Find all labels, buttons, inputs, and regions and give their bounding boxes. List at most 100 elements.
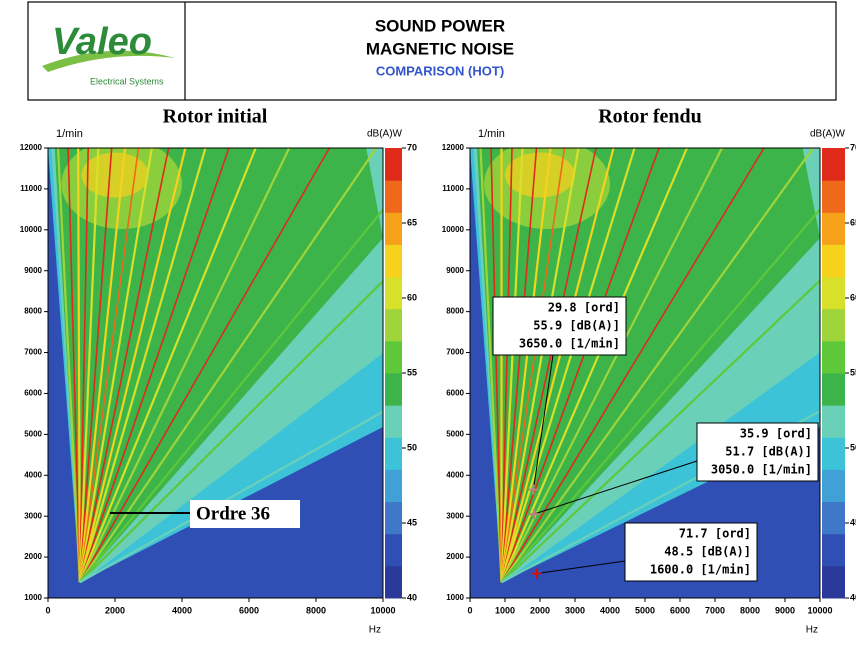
logo-subtitle: Electrical Systems — [90, 76, 164, 86]
colorbar-band — [822, 534, 845, 567]
cursor-order-label: 71.7 [ord] — [679, 527, 751, 541]
colorbar-label: dB(A)W — [810, 129, 846, 140]
y-tick-label: 2000 — [446, 552, 464, 561]
colorbar-tick-label: 55 — [407, 367, 417, 377]
colorbar-band — [385, 566, 402, 599]
colorbar-band — [822, 244, 845, 277]
y-tick-label: 7000 — [24, 348, 42, 357]
header-title: SOUND POWER — [375, 16, 505, 35]
y-tick-label: 1000 — [446, 593, 464, 602]
x-tick-label: 7000 — [705, 605, 725, 615]
x-tick-label: 0 — [467, 605, 472, 615]
x-tick-label: 8000 — [306, 605, 326, 615]
x-tick-label: 6000 — [670, 605, 690, 615]
x-axis-label: Hz — [806, 625, 818, 636]
colorbar-band — [822, 469, 845, 502]
colorbar-band — [822, 180, 845, 213]
y-tick-label: 12000 — [20, 143, 43, 152]
y-tick-label: 12000 — [442, 143, 465, 152]
colorbar-band — [822, 566, 845, 599]
colorbar-tick-label: 70 — [850, 142, 860, 152]
colorbar-band — [385, 244, 402, 277]
x-tick-label: 3000 — [565, 605, 585, 615]
colorbar-tick-label: 40 — [850, 592, 860, 602]
x-tick-label: 8000 — [740, 605, 760, 615]
hot-core — [505, 153, 575, 198]
y-tick-label: 9000 — [24, 266, 42, 275]
hot-core — [82, 153, 149, 198]
cursor-rpm-label: 1600.0 [1/min] — [650, 563, 751, 577]
colorbar-band — [822, 309, 845, 342]
y-tick-label: 6000 — [446, 389, 464, 398]
colorbar-band — [822, 212, 845, 245]
x-tick-label: 0 — [45, 605, 50, 615]
x-tick-label: 1000 — [495, 605, 515, 615]
colorbar-band — [822, 437, 845, 470]
colorbar-band — [822, 373, 845, 406]
colorbar-label: dB(A)W — [367, 129, 403, 140]
y-tick-label: 4000 — [24, 470, 42, 479]
cursor-level-label: 55.9 [dB(A)] — [533, 319, 620, 333]
y-tick-label: 11000 — [442, 184, 464, 193]
annotation: Ordre 36 — [196, 503, 270, 524]
y-tick-label: 1000 — [24, 593, 42, 602]
x-tick-label: 10000 — [807, 605, 832, 615]
y-tick-label: 5000 — [24, 429, 42, 438]
cursor-order-label: 35.9 [ord] — [740, 427, 812, 441]
colorbar-band — [385, 502, 402, 535]
x-tick-label: 5000 — [635, 605, 655, 615]
x-tick-label: 2000 — [530, 605, 550, 615]
colorbar-tick-label: 65 — [850, 217, 860, 227]
colorbar-tick-label: 45 — [850, 517, 860, 527]
chart-title: Rotor fendu — [598, 106, 702, 128]
colorbar-band — [385, 534, 402, 567]
colorbar-tick-label: 50 — [850, 442, 860, 452]
y-tick-label: 6000 — [24, 389, 42, 398]
y-tick-label: 9000 — [446, 266, 464, 275]
colorbar-band — [822, 502, 845, 535]
colorbar-band — [822, 148, 845, 181]
header: Valeo Electrical Systems SOUND POWER MAG… — [28, 2, 836, 100]
colorbar-band — [385, 341, 402, 374]
colorbar-band — [822, 341, 845, 374]
colorbar-tick-label: 65 — [407, 217, 417, 227]
y-tick-label: 11000 — [20, 184, 42, 193]
y-tick-label: 10000 — [20, 225, 43, 234]
cursor-order-label: 29.8 [ord] — [548, 301, 620, 315]
chart-title: Rotor initial — [163, 106, 268, 128]
cursor-rpm-label: 3050.0 [1/min] — [711, 463, 812, 477]
colorbar-band — [385, 309, 402, 342]
colorbar-band — [385, 277, 402, 310]
logo: Valeo — [52, 21, 152, 63]
y-tick-label: 3000 — [24, 511, 42, 520]
x-tick-label: 2000 — [105, 605, 125, 615]
colorbar-tick-label: 70 — [407, 142, 417, 152]
colorbar-tick-label: 60 — [407, 292, 417, 302]
y-axis-label: 1/min — [478, 128, 505, 140]
x-tick-label: 6000 — [239, 605, 259, 615]
y-tick-label: 3000 — [446, 511, 464, 520]
colorbar-tick-label: 55 — [850, 367, 860, 377]
colorbar-tick-label: 40 — [407, 592, 417, 602]
cursor-rpm-label: 3650.0 [1/min] — [519, 337, 620, 351]
colorbar-band — [385, 373, 402, 406]
colorbar-tick-label: 45 — [407, 517, 417, 527]
header-subtitle: MAGNETIC NOISE — [366, 39, 514, 58]
colorbar-band — [385, 180, 402, 213]
cursor-level-label: 48.5 [dB(A)] — [664, 545, 751, 559]
y-tick-label: 10000 — [442, 225, 465, 234]
y-axis-label: 1/min — [56, 128, 83, 140]
header-comparison: COMPARISON (HOT) — [376, 63, 504, 78]
y-tick-label: 8000 — [446, 307, 464, 316]
y-tick-label: 8000 — [24, 307, 42, 316]
colorbar-band — [385, 148, 402, 181]
y-tick-label: 7000 — [446, 348, 464, 357]
colorbar-band — [385, 212, 402, 245]
x-tick-label: 4000 — [600, 605, 620, 615]
x-tick-label: 10000 — [370, 605, 395, 615]
x-axis-label: Hz — [369, 625, 381, 636]
colorbar-band — [385, 437, 402, 470]
